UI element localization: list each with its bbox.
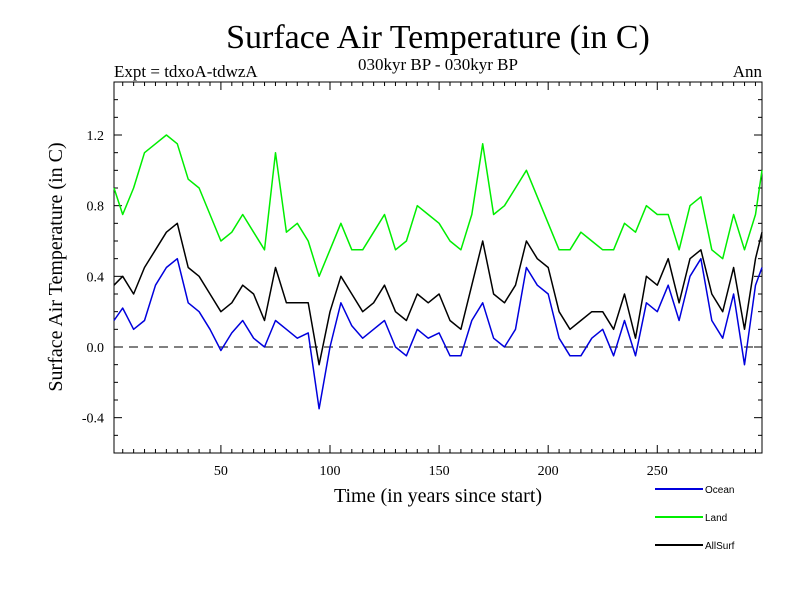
x-tick-label: 250: [647, 464, 668, 479]
x-tick-label: 100: [320, 464, 341, 479]
x-tick-label: 150: [429, 464, 450, 479]
y-tick-label: -0.4: [82, 412, 104, 427]
x-tick-label: 200: [538, 464, 559, 479]
legend: Ocean Land AllSurf: [655, 485, 735, 552]
series-line-ocean: [113, 257, 763, 410]
y-axis-label: Surface Air Temperature (in C): [45, 142, 67, 391]
experiment-label: Expt = tdxoA-tdwzA: [114, 62, 258, 81]
chart-title: Surface Air Temperature (in C): [226, 19, 650, 56]
legend-label-ocean: Ocean: [705, 485, 734, 496]
x-axis-label: Time (in years since start): [334, 485, 542, 507]
y-tick-label: 0.4: [87, 270, 105, 285]
axis-tick-labels: 50 100 150 200 250 -0.4 0.0 0.4 0.8 1.2: [82, 129, 668, 479]
legend-label-land: Land: [705, 513, 727, 524]
series-lines: [113, 134, 763, 410]
x-tick-label: 50: [214, 464, 228, 479]
series-line-land: [113, 134, 763, 278]
y-tick-label: 0.0: [87, 341, 105, 356]
series-line-allsurf: [113, 222, 763, 366]
period-label: 030kyr BP - 030kyr BP: [358, 55, 518, 74]
y-tick-label: 0.8: [87, 200, 105, 215]
season-label: Ann: [733, 62, 763, 81]
legend-label-allsurf: AllSurf: [705, 541, 735, 552]
y-tick-label: 1.2: [87, 129, 105, 144]
